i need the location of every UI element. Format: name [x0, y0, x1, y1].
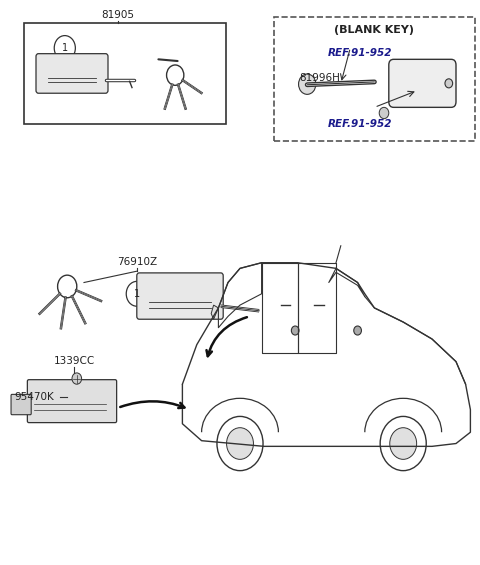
Text: 95470K: 95470K [14, 392, 54, 402]
FancyBboxPatch shape [137, 273, 223, 319]
Text: 1339CC: 1339CC [54, 356, 95, 366]
Circle shape [72, 373, 82, 384]
Text: 76910Z: 76910Z [117, 257, 157, 267]
FancyBboxPatch shape [36, 54, 108, 93]
FancyBboxPatch shape [11, 394, 31, 415]
Text: 1: 1 [62, 43, 68, 53]
FancyBboxPatch shape [389, 59, 456, 107]
Text: REF.91-952: REF.91-952 [328, 48, 392, 58]
FancyBboxPatch shape [27, 380, 117, 423]
Polygon shape [211, 305, 218, 319]
Circle shape [390, 428, 417, 459]
Circle shape [227, 428, 253, 459]
Circle shape [126, 281, 147, 306]
Circle shape [380, 416, 426, 471]
Circle shape [54, 36, 75, 60]
Circle shape [217, 416, 263, 471]
Circle shape [299, 74, 316, 94]
Circle shape [354, 326, 361, 335]
Circle shape [291, 326, 299, 335]
Circle shape [445, 79, 453, 88]
Text: REF.91-952: REF.91-952 [328, 119, 392, 129]
Text: 81996H: 81996H [299, 73, 340, 84]
Text: 81905: 81905 [101, 10, 134, 20]
Text: (BLANK KEY): (BLANK KEY) [335, 25, 414, 36]
Text: 1: 1 [134, 289, 140, 299]
Circle shape [379, 107, 389, 119]
